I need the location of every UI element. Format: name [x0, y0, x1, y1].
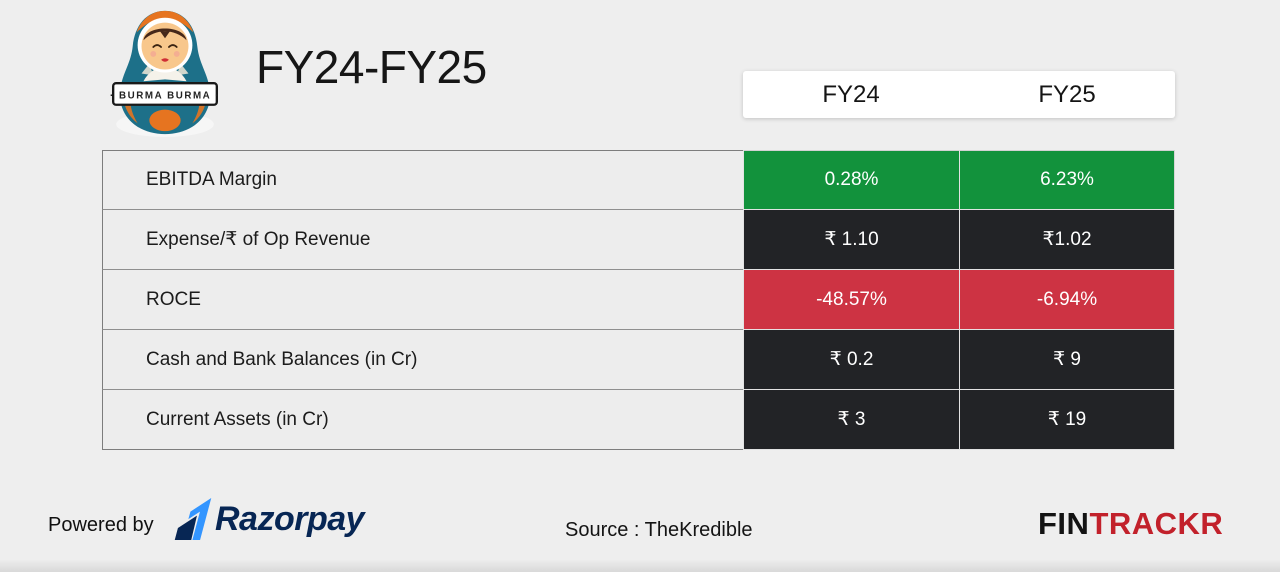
- fintrackr-logo: FINTRACKR: [1038, 506, 1223, 542]
- cell-ebitda-margin-fy24: 0.28%: [743, 150, 959, 210]
- page-title: FY24-FY25: [256, 41, 487, 93]
- powered-by-label: Powered by: [48, 514, 154, 536]
- row-label-current-assets: Current Assets (in Cr): [102, 390, 743, 450]
- cell-ebitda-margin-fy25: 6.23%: [959, 150, 1175, 210]
- petal-left: [141, 63, 154, 76]
- hair: [143, 28, 187, 41]
- razorpay-logo: Razorpay: [172, 497, 365, 541]
- eye-right: [168, 44, 178, 48]
- cell-roce-fy25: -6.94%: [959, 270, 1175, 330]
- row-label-ebitda-margin: EBITDA Margin: [102, 150, 743, 210]
- hair-peak: [160, 31, 170, 39]
- row-label-cash-bank: Cash and Bank Balances (in Cr): [102, 330, 743, 390]
- source-attribution: Source : TheKredible: [565, 519, 753, 541]
- shawl: [143, 65, 187, 82]
- cell-current-assets-fy24: ₹ 3: [743, 390, 959, 450]
- column-header-fy25: FY25: [1038, 80, 1096, 108]
- metrics-table: EBITDA Margin 0.28% 6.23% Expense/₹ of O…: [102, 150, 1175, 450]
- petal-right: [176, 63, 189, 76]
- cell-expense-ratio-fy25: ₹1.02: [959, 210, 1175, 270]
- lips: [161, 58, 169, 62]
- razorpay-arrow-icon: [174, 498, 212, 540]
- cheek-right: [173, 50, 180, 57]
- burma-burma-logo: · BURMA BURMA ·: [110, 10, 220, 138]
- bottom-shadow-strip: [0, 559, 1280, 572]
- hood-top: [136, 10, 194, 33]
- fintrackr-fin: FIN: [1038, 506, 1090, 541]
- cell-roce-fy24: -48.57%: [743, 270, 959, 330]
- cell-current-assets-fy25: ₹ 19: [959, 390, 1175, 450]
- column-header-fy24: FY24: [822, 80, 880, 108]
- logo-banner-label: · BURMA BURMA ·: [110, 90, 220, 101]
- logo-banner: [111, 82, 219, 106]
- fintrackr-trackr: TRACKR: [1089, 506, 1224, 541]
- year-header: FY24 FY25: [743, 71, 1175, 118]
- cheek-left: [150, 50, 157, 57]
- eye-left: [152, 44, 162, 48]
- face: [141, 22, 189, 70]
- razorpay-wordmark: Razorpay: [215, 500, 365, 538]
- row-label-expense-ratio: Expense/₹ of Op Revenue: [102, 210, 743, 270]
- cell-cash-bank-fy25: ₹ 9: [959, 330, 1175, 390]
- cell-cash-bank-fy24: ₹ 0.2: [743, 330, 959, 390]
- cell-expense-ratio-fy24: ₹ 1.10: [743, 210, 959, 270]
- body-medallion: [149, 109, 181, 132]
- row-label-roce: ROCE: [102, 270, 743, 330]
